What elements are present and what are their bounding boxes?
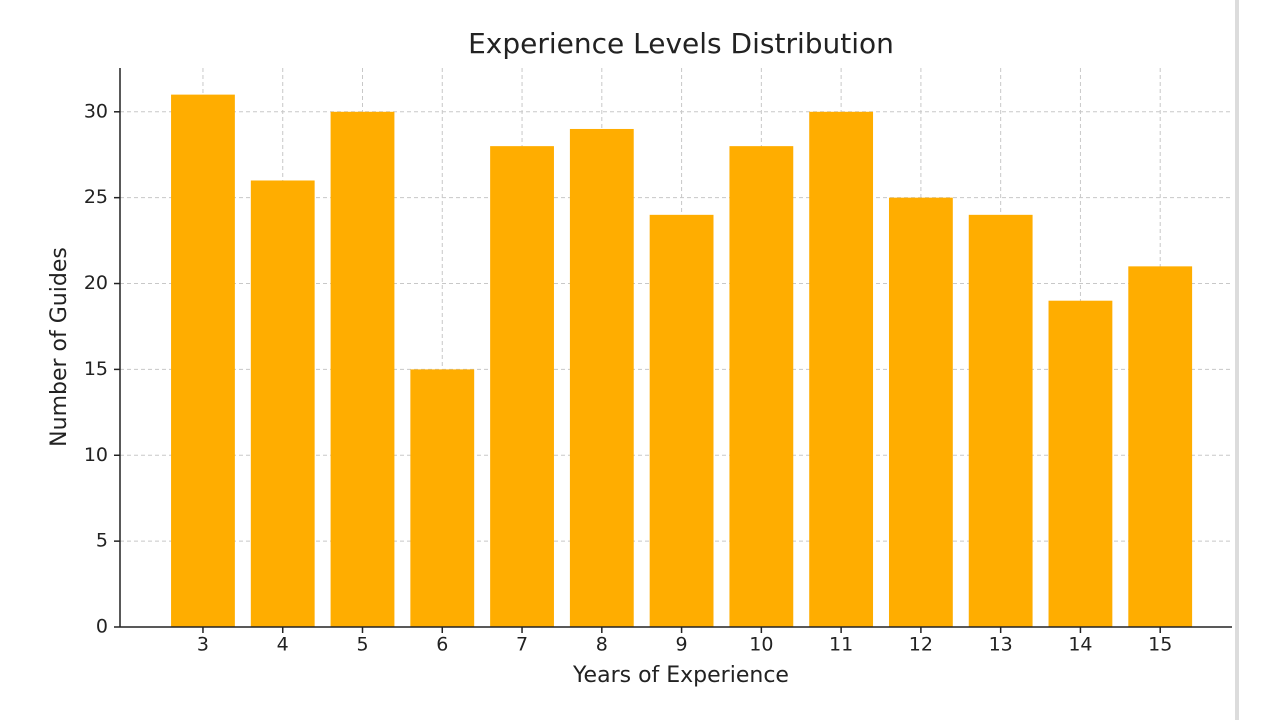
bar [809, 111, 874, 628]
x-tick-label: 14 [1068, 634, 1092, 656]
x-tick-label: 13 [989, 634, 1013, 656]
x-tick-label: 11 [829, 634, 853, 656]
x-tick-label: 9 [676, 634, 688, 656]
y-tick-label: 30 [84, 100, 108, 122]
bar [1128, 266, 1193, 627]
x-tick-label: 6 [436, 634, 448, 656]
y-tick-label: 0 [96, 616, 108, 638]
x-tick-label: 12 [909, 634, 933, 656]
bar [569, 128, 634, 628]
bar [1048, 300, 1113, 627]
x-tick-label: 7 [516, 634, 528, 656]
x-tick-label: 5 [356, 634, 368, 656]
bar [250, 180, 315, 627]
y-tick-label: 5 [96, 530, 108, 552]
x-tick-label: 8 [596, 634, 608, 656]
bars [171, 94, 1193, 628]
bar [649, 214, 714, 627]
x-tick-label: 15 [1148, 634, 1172, 656]
bar [490, 146, 554, 628]
bar [330, 111, 395, 628]
bar [171, 94, 235, 628]
y-tick-label: 15 [84, 358, 108, 380]
x-tick-label: 4 [277, 634, 289, 656]
chart-title: Experience Levels Distribution [468, 27, 894, 60]
bar [888, 197, 953, 627]
x-tick-label: 10 [749, 634, 773, 656]
y-tick-label: 10 [84, 444, 108, 466]
axes: 0 5 10 15 20 25 30 3 4 5 6 7 8 9 10 11 12 13 14 15 [84, 68, 1232, 656]
bar [729, 146, 794, 628]
y-tick-label: 20 [84, 272, 108, 294]
y-axis-label: Number of Guides [47, 247, 72, 447]
bar [968, 214, 1033, 627]
x-tick-label: 3 [197, 634, 209, 656]
x-axis-label: Years of Experience [572, 663, 789, 688]
y-tick-label: 25 [84, 186, 108, 208]
bar [410, 369, 475, 627]
